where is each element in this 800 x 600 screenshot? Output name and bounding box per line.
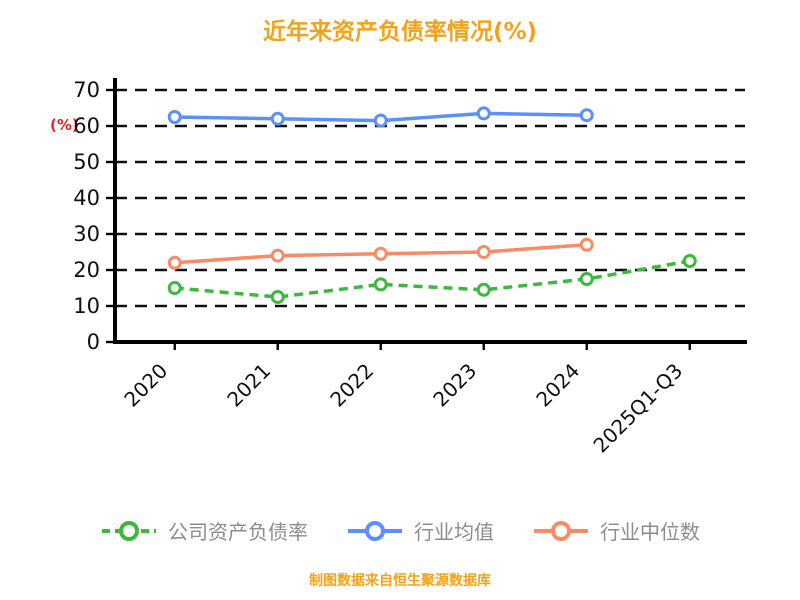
legend-item[interactable]: 行业中位数 [532, 516, 700, 545]
data-point-marker [682, 254, 697, 268]
data-point-marker [167, 110, 182, 124]
x-tick-label: 2024 [531, 359, 584, 412]
y-tick-label: 50 [73, 150, 100, 174]
legend-label: 公司资产负债率 [168, 520, 308, 544]
data-point-marker [476, 245, 491, 259]
legend-marker-icon [348, 520, 402, 541]
data-point-marker [579, 272, 594, 286]
y-tick-label: 0 [87, 330, 100, 354]
y-tick-label: 70 [73, 78, 100, 102]
y-tick-label: 10 [73, 294, 100, 318]
data-point-marker [270, 290, 285, 304]
data-point-marker [579, 108, 594, 123]
data-point-marker [373, 113, 388, 128]
y-tick-label: 20 [73, 258, 100, 282]
legend: 公司资产负债率 行业均值 行业中位数 [0, 516, 800, 545]
x-tick-label: 2023 [428, 359, 481, 412]
legend-label: 行业均值 [414, 520, 494, 544]
data-point-marker [167, 281, 182, 295]
chart-title: 近年来资产负债率情况(%) [262, 19, 538, 45]
data-point-marker [476, 106, 491, 121]
legend-marker-icon [102, 520, 156, 541]
data-point-marker [373, 246, 388, 261]
series-line [174, 259, 691, 299]
x-tick-label: 2022 [325, 359, 378, 412]
legend-item[interactable]: 公司资产负债率 [100, 516, 308, 545]
x-tick-label: 2020 [119, 359, 172, 412]
data-point-marker [476, 282, 491, 297]
legend-item[interactable]: 行业均值 [346, 516, 494, 545]
legend-marker-icon [534, 520, 588, 541]
x-tick-label: 2025Q1-Q3 [588, 359, 687, 458]
data-point-marker [270, 248, 285, 263]
data-point-marker [579, 237, 594, 252]
y-axis-unit-label: (%) [50, 116, 79, 134]
y-tick-label: 60 [73, 114, 100, 138]
x-tick-label: 2021 [222, 359, 275, 412]
legend-label: 行业中位数 [600, 520, 700, 544]
data-point-marker [167, 255, 182, 270]
data-point-marker [270, 111, 285, 126]
footer-note: 制图数据来自恒生聚源数据库 [309, 573, 491, 589]
plot-area: 0 10 20 30 40 50 60 70 2020 2021 2022 2023 2024 2025Q… [73, 78, 747, 458]
y-tick-label: 30 [73, 222, 100, 246]
data-point-marker [373, 277, 388, 292]
y-tick-label: 40 [73, 186, 100, 210]
